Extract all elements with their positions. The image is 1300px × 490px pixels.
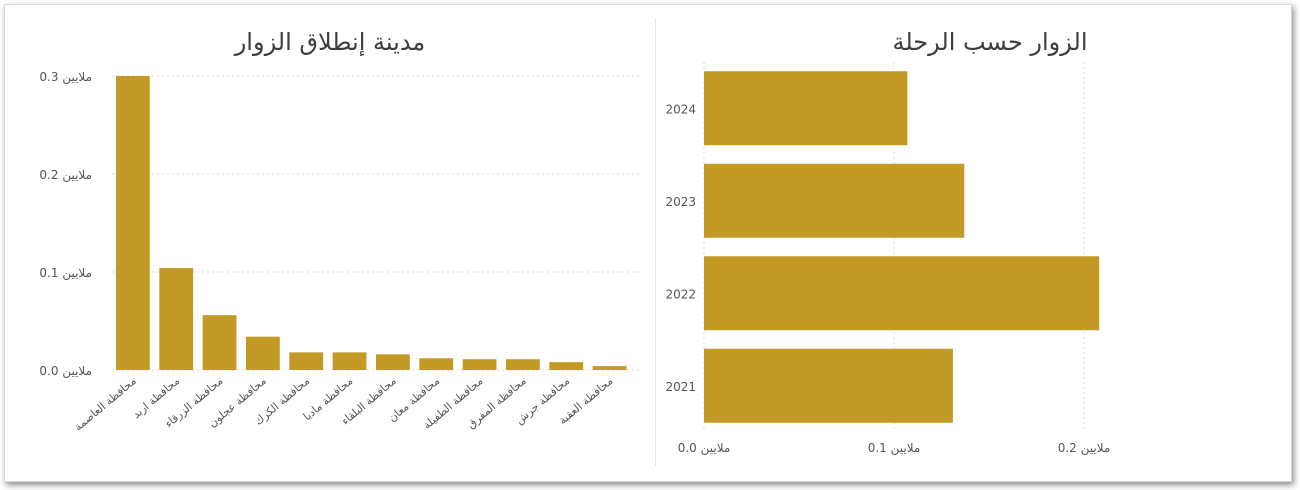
y-tick-label: 2023 [665, 195, 696, 209]
bar [246, 336, 280, 370]
visitors-by-trip-bar-chart: 0.0 ملايين 0.1 ملايين 0.2 ملايين 2024 2023 20… [665, 62, 1111, 456]
bar [376, 354, 410, 370]
bar [332, 352, 367, 370]
bar [704, 71, 908, 146]
bar [704, 163, 965, 238]
bar [592, 366, 627, 370]
bar [704, 256, 1100, 331]
bar [289, 352, 324, 370]
bar [202, 315, 237, 370]
dashboard-frame [4, 4, 1292, 482]
bar [462, 359, 497, 370]
bar [549, 362, 584, 370]
bar [159, 268, 194, 370]
departure-city-bar-chart: 0.0 ملايين 0.1 ملايين 0.2 ملايين 0.3 ملايين… [39, 70, 640, 434]
y-tick-label: 0.1 ملايين [39, 266, 92, 281]
y-tick-label: 0.0 ملايين [39, 364, 92, 379]
y-tick-label: 2021 [665, 380, 696, 394]
chart-title-visitors-by-trip: الزوار حسب الرحلة [892, 28, 1088, 56]
y-tick-label: 2022 [665, 287, 696, 301]
bar [704, 348, 953, 423]
bar [506, 359, 540, 370]
x-tick-label: 0.1 ملايين [868, 441, 921, 456]
y-tick-label: 0.3 ملايين [39, 70, 92, 85]
x-tick-label: محافظة العاصمة [72, 374, 139, 433]
y-tick-label: 0.2 ملايين [39, 168, 92, 183]
chart-title-departure-city: مدينة إنطلاق الزوار [234, 28, 426, 56]
bar [419, 358, 454, 370]
bar [116, 76, 150, 370]
x-tick-label: 0.0 ملايين [678, 441, 731, 456]
panel-divider [655, 18, 656, 466]
y-tick-label: 2024 [665, 102, 696, 116]
x-tick-label: 0.2 ملايين [1058, 441, 1111, 456]
